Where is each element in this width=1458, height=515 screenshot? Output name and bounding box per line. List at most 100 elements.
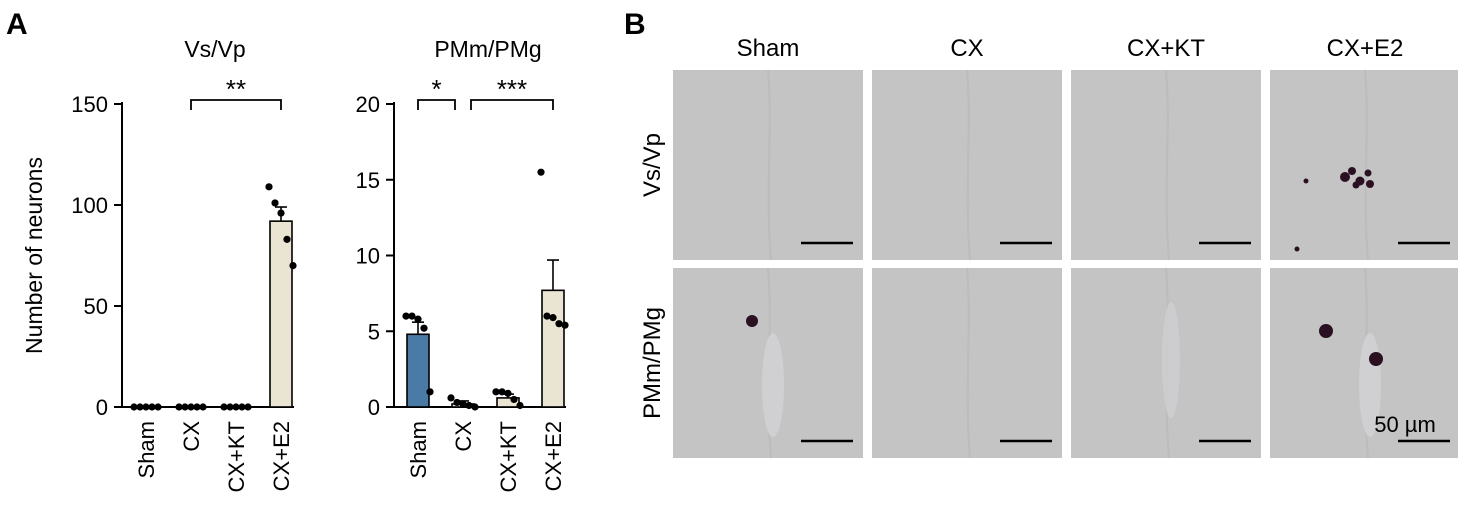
y-tick-label: 10: [356, 244, 380, 269]
micrograph-grid: Sham CX CX+KT CX+E2 Vs/Vp PMm/PMg 50 µm: [639, 35, 1458, 459]
data-point: [187, 403, 195, 411]
data-point: [265, 183, 273, 191]
y-tick-label: 0: [96, 395, 108, 420]
tissue-texture: [966, 267, 971, 459]
x-tick-label: Sham: [134, 421, 159, 478]
stained-neuron: [1319, 324, 1333, 338]
x-tick-label: CX: [179, 421, 204, 452]
stained-neuron: [1303, 178, 1309, 184]
data-point: [447, 394, 455, 402]
tissue-texture: [1364, 69, 1369, 261]
y-tick-label: 50: [84, 294, 108, 319]
data-point: [537, 168, 545, 176]
column-header: CX+E2: [1327, 35, 1404, 62]
y-axis-label: Number of neurons: [21, 157, 47, 354]
data-point: [232, 403, 240, 411]
micrograph-tile: [872, 70, 1062, 260]
significance-label: **: [226, 74, 246, 104]
panel-label-b: B: [624, 8, 646, 41]
column-header: CX+KT: [1127, 35, 1205, 62]
data-point: [136, 403, 144, 411]
y-tick-label: 0: [368, 395, 380, 420]
scale-bar-label: 50 µm: [1374, 412, 1436, 437]
x-tick-label: CX+E2: [269, 421, 294, 491]
chart-title: PMm/PMg: [434, 36, 541, 62]
tissue-texture: [1165, 69, 1170, 261]
data-point: [193, 403, 201, 411]
tissue-texture: [767, 69, 772, 261]
data-point: [283, 235, 291, 243]
data-point: [408, 312, 416, 320]
column-header: Sham: [737, 35, 800, 62]
row-label: PMm/PMg: [639, 307, 666, 419]
chart-title: Vs/Vp: [184, 36, 245, 62]
y-tick-label: 150: [71, 92, 108, 117]
x-tick-label: CX+KT: [496, 421, 521, 493]
stained-neuron: [1366, 180, 1374, 188]
data-point: [420, 324, 428, 332]
data-point: [175, 403, 183, 411]
ventricle: [1162, 302, 1180, 418]
data-point: [238, 403, 246, 411]
row-label: Vs/Vp: [639, 133, 666, 197]
data-point: [142, 403, 150, 411]
data-point: [492, 388, 500, 396]
data-point: [498, 388, 506, 396]
significance-label: ***: [497, 74, 527, 104]
ventricle: [762, 333, 784, 437]
data-point: [220, 403, 228, 411]
bar: [541, 289, 565, 408]
data-point: [199, 403, 207, 411]
data-point: [543, 312, 551, 320]
data-point: [459, 400, 467, 408]
tissue-texture: [966, 69, 971, 261]
micrograph-tile: [1270, 70, 1458, 260]
data-point: [402, 312, 410, 320]
data-point: [244, 403, 252, 411]
data-point: [555, 320, 563, 328]
data-point: [426, 388, 434, 396]
micrograph-tile: [872, 268, 1062, 458]
significance-bracket: [417, 99, 456, 110]
y-tick-label: 20: [356, 92, 380, 117]
data-point: [516, 401, 524, 410]
stained-neuron: [1369, 352, 1383, 366]
significance-label: *: [431, 74, 441, 104]
data-point: [226, 403, 234, 411]
data-point: [154, 403, 162, 411]
data-point: [561, 321, 569, 329]
data-point: [148, 403, 156, 411]
significance-bracket: [190, 99, 282, 110]
data-point: [289, 262, 297, 270]
stained-neuron: [1364, 169, 1372, 177]
chart-vs-vp: 0 50 100 150 Vs/Vp Number of neurons Sham CX CX+…: [21, 36, 297, 493]
data-point: [471, 403, 479, 411]
micrograph-tile: [1071, 70, 1261, 260]
data-point: [549, 314, 557, 322]
micrograph-tile: [673, 70, 863, 260]
significance-bracket: [470, 99, 554, 110]
stained-neuron: [1352, 181, 1360, 189]
data-point: [271, 199, 279, 207]
data-point: [453, 398, 461, 407]
stained-neuron: [1348, 167, 1356, 175]
data-point: [465, 401, 473, 410]
x-tick-label: CX+E2: [541, 421, 566, 491]
data-point: [414, 315, 422, 323]
panel-label-a: A: [6, 8, 28, 41]
y-tick-label: 100: [71, 193, 108, 218]
data-point: [130, 403, 138, 411]
y-tick-label: 15: [356, 168, 380, 193]
bar: [269, 220, 293, 408]
x-tick-label: Sham: [406, 421, 431, 478]
data-point: [504, 389, 512, 397]
data-point: [510, 395, 518, 404]
data-point: [277, 209, 285, 217]
column-header: CX: [950, 35, 983, 62]
stained-neuron: [746, 315, 758, 327]
x-tick-label: CX+KT: [224, 421, 249, 493]
data-point: [181, 403, 189, 411]
bar: [406, 333, 430, 408]
